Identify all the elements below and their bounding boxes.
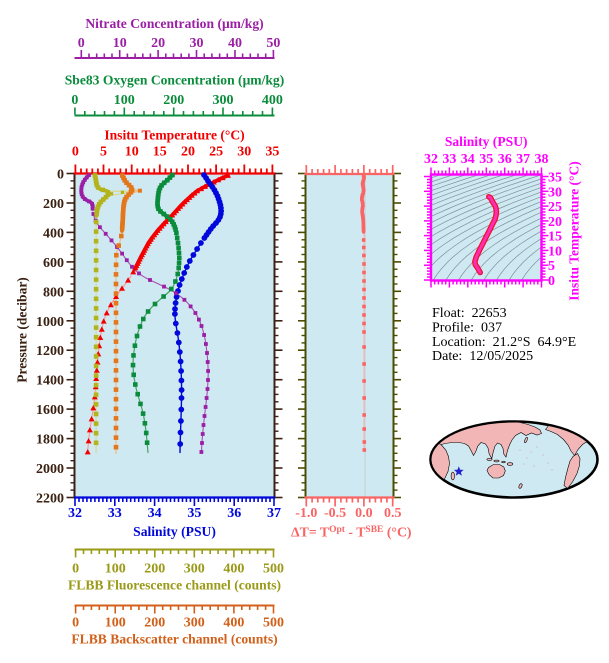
svg-text:32: 32 [424,152,438,167]
svg-text:32: 32 [68,506,82,521]
svg-text:10: 10 [113,36,127,51]
svg-text:25: 25 [209,145,223,160]
svg-text:5: 5 [548,259,555,274]
svg-text:Salinity (PSU): Salinity (PSU) [445,134,528,150]
svg-text:0: 0 [548,274,555,289]
svg-text:0.0: 0.0 [355,506,373,521]
svg-text:ΔT= TOpt - TSBE (°C): ΔT= TOpt - TSBE (°C) [291,525,412,541]
svg-text:1600: 1600 [36,403,64,418]
svg-text:25: 25 [548,200,562,215]
svg-text:34: 34 [148,506,162,521]
svg-text:20: 20 [181,145,195,160]
svg-text:30: 30 [190,36,204,51]
svg-text:0.5: 0.5 [384,506,402,521]
svg-text:Sbe83 Oxygen Concentration (μm: Sbe83 Oxygen Concentration (μm/kg) [65,73,285,89]
svg-text:0: 0 [71,93,78,108]
svg-text:33: 33 [108,506,122,521]
svg-text:15: 15 [153,145,167,160]
svg-text:40: 40 [228,36,242,51]
svg-text:37: 37 [267,506,281,521]
svg-text:36: 36 [227,506,241,521]
svg-text:500: 500 [263,616,284,631]
svg-text:0: 0 [57,168,64,183]
svg-text:1000: 1000 [36,315,64,330]
svg-text:Insitu Temperature (°C): Insitu Temperature (°C) [567,161,582,300]
svg-text:Profile: 037: Profile: 037 [432,321,502,336]
svg-text:1400: 1400 [36,374,64,389]
svg-text:100: 100 [105,616,126,631]
svg-text:400: 400 [43,226,64,241]
svg-text:Insitu Temperature (°C): Insitu Temperature (°C) [104,128,244,144]
svg-text:15: 15 [548,230,562,245]
svg-text:FLBB Fluorescence channel (cou: FLBB Fluorescence channel (counts) [68,578,281,594]
svg-text:30: 30 [237,145,251,160]
svg-text:200: 200 [43,197,64,212]
svg-text:200: 200 [144,616,165,631]
svg-text:20: 20 [548,215,562,230]
svg-text:30: 30 [548,185,562,200]
svg-text:100: 100 [114,93,135,108]
svg-text:FLBB Backscatter channel (coun: FLBB Backscatter channel (counts) [71,632,277,648]
svg-text:300: 300 [184,616,205,631]
svg-text:1800: 1800 [36,433,64,448]
svg-text:33: 33 [442,152,456,167]
svg-text:35: 35 [265,145,279,160]
svg-text:0: 0 [72,616,79,631]
svg-text:Salinity (PSU): Salinity (PSU) [133,524,216,540]
svg-text:0: 0 [78,36,85,51]
svg-text:-1.0: -1.0 [295,506,317,521]
svg-text:50: 50 [266,36,280,51]
svg-text:-0.5: -0.5 [324,506,346,521]
svg-text:20: 20 [151,36,165,51]
svg-text:5: 5 [100,145,107,160]
svg-text:Date: 12/05/2025: Date: 12/05/2025 [432,349,533,364]
svg-text:1200: 1200 [36,344,64,359]
svg-text:100: 100 [105,562,126,577]
svg-text:200: 200 [163,93,184,108]
svg-text:Nitrate Concentration (μm/kg): Nitrate Concentration (μm/kg) [85,16,263,32]
svg-text:38: 38 [535,152,549,167]
svg-text:400: 400 [223,562,244,577]
svg-text:500: 500 [263,562,284,577]
svg-text:2000: 2000 [36,462,64,477]
svg-text:800: 800 [43,285,64,300]
svg-text:36: 36 [498,152,512,167]
svg-text:Float: 22653: Float: 22653 [432,306,507,321]
svg-text:35: 35 [479,152,493,167]
svg-text:34: 34 [461,152,475,167]
svg-text:2200: 2200 [36,492,64,507]
svg-text:10: 10 [125,145,139,160]
svg-text:35: 35 [187,506,201,521]
svg-text:10: 10 [548,244,562,259]
svg-text:0: 0 [72,145,79,160]
svg-text:400: 400 [223,616,244,631]
svg-text:300: 300 [184,562,205,577]
svg-text:Location: 21.2°S 64.9°E: Location: 21.2°S 64.9°E [432,335,576,350]
svg-text:200: 200 [144,562,165,577]
svg-text:Pressure (decibar): Pressure (decibar) [15,277,30,383]
svg-text:400: 400 [262,93,283,108]
svg-text:300: 300 [213,93,234,108]
svg-text:37: 37 [516,152,530,167]
svg-text:35: 35 [548,171,562,186]
svg-text:600: 600 [43,256,64,271]
svg-text:0: 0 [72,562,79,577]
